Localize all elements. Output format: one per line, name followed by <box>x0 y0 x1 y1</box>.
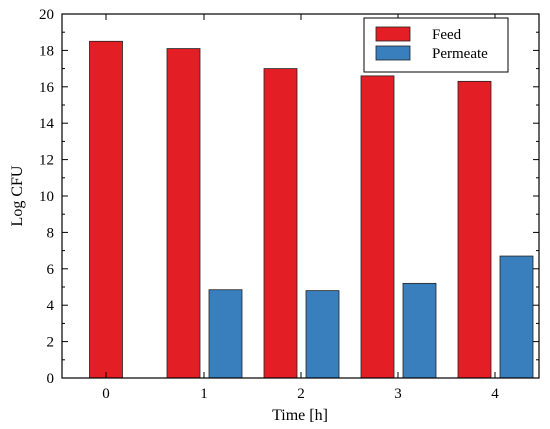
bar-permeate-2 <box>305 290 340 379</box>
bar-feed-3 <box>360 75 395 379</box>
bar-permeate-4 <box>499 255 534 379</box>
legend: Feed Permeate <box>363 17 509 73</box>
bars-layer <box>89 40 534 379</box>
bar-permeate-3 <box>402 282 437 379</box>
legend-swatch-feed <box>375 26 411 42</box>
bar-feed-0 <box>89 40 123 379</box>
y-tick-label-20: 20 <box>39 7 54 23</box>
y-tick-label-4: 4 <box>47 298 55 314</box>
bar-feed-4 <box>457 80 492 379</box>
bar-feed-2 <box>263 68 298 379</box>
y-axis-title: Log CFU <box>9 165 26 226</box>
y-tick-label-2: 2 <box>47 335 55 351</box>
y-tick-label-14: 14 <box>39 116 55 132</box>
y-tick-label-12: 12 <box>39 153 54 169</box>
bar-permeate-1 <box>208 289 243 379</box>
y-tick-label-16: 16 <box>39 80 55 96</box>
y-tick-label-0: 0 <box>47 371 55 387</box>
y-tick-label-10: 10 <box>39 189 54 205</box>
x-tick-label-4: 4 <box>491 386 499 402</box>
y-tick-label-8: 8 <box>47 225 55 241</box>
y-tick-label-6: 6 <box>47 262 55 278</box>
legend-label-feed: Feed <box>432 27 462 43</box>
x-axis-title: Time [h] <box>272 407 328 424</box>
y-tick-label-18: 18 <box>39 43 54 59</box>
x-tick-label-0: 0 <box>102 386 110 402</box>
x-tick-label-2: 2 <box>297 386 305 402</box>
legend-swatch-permeate <box>375 45 411 61</box>
x-tick-label-3: 3 <box>394 386 402 402</box>
legend-label-permeate: Permeate <box>432 46 488 62</box>
x-tick-label-1: 1 <box>200 386 208 402</box>
bar-feed-1 <box>166 48 201 379</box>
